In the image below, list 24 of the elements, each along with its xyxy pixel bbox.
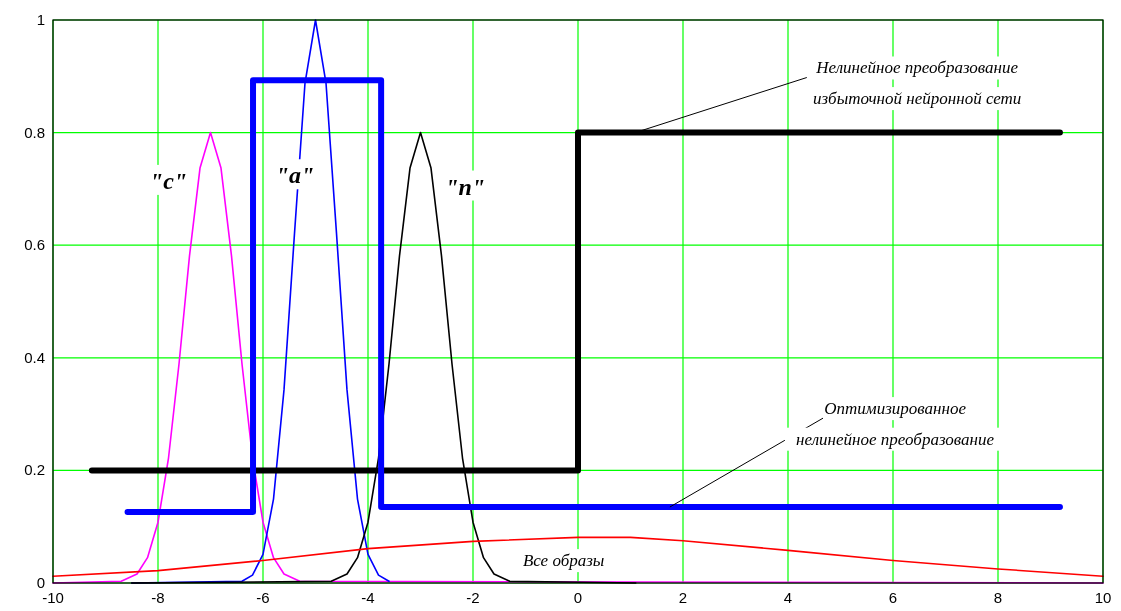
x-tick-label: 4 [783,589,793,606]
y-tick-label: 1 [36,11,45,28]
series-label: Все образы [522,551,605,571]
line-series [52,536,1104,578]
x-tick-label: -2 [466,589,480,606]
series-label: "с" [149,167,188,194]
y-tick-label: 0.8 [24,123,45,141]
annotation: Оптимизированное нелинейное преобразование [796,399,995,449]
y-tick-label: 0.4 [24,348,45,366]
series-label: "п" [445,173,486,200]
x-tick-label: 2 [678,589,688,606]
annotation: Нелинейное преобразование избыточной нейронной сети [812,58,1022,109]
x-tick-label: -10 [42,589,64,606]
x-tick-label: 10 [1094,589,1112,606]
series-label: "а" [275,162,315,189]
y-tick-label: 0.2 [24,461,45,479]
y-tick-label: 0.6 [24,236,45,254]
x-tick-label: -6 [256,589,270,606]
x-tick-label: 0 [573,589,583,606]
x-tick-label: 6 [888,589,898,606]
x-tick-label: -8 [151,589,165,606]
y-tick-label: 0 [36,574,45,591]
x-tick-label: -4 [361,589,375,606]
x-tick-label: 8 [993,589,1003,606]
